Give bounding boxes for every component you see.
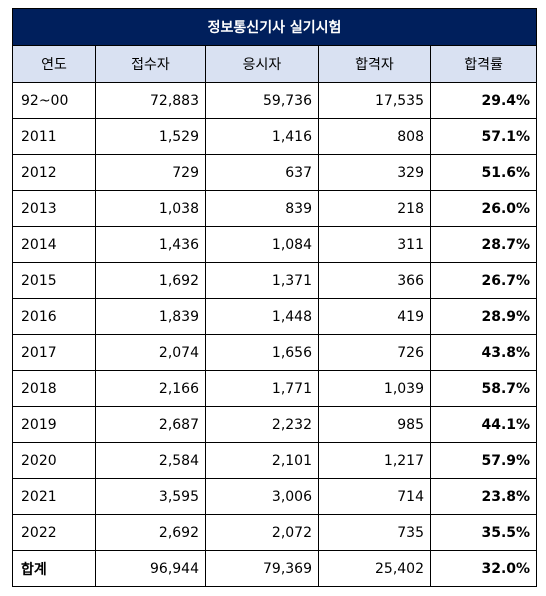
cell-year: 2011 [12, 118, 96, 155]
column-header-passers: 합격자 [318, 45, 431, 83]
table-row: 2017 2,074 1,656 726 43.8% [12, 334, 538, 371]
column-header-pass-rate: 합격률 [429, 45, 538, 83]
cell-pass-rate: 51.6% [429, 154, 538, 191]
cell-pass-rate: 26.7% [429, 262, 538, 299]
total-cell-year: 합계 [12, 550, 96, 587]
cell-examinees: 1,084 [205, 226, 319, 263]
table-row: 2020 2,584 2,101 1,217 57.9% [12, 442, 538, 479]
cell-applicants: 1,038 [95, 190, 206, 227]
cell-applicants: 2,687 [95, 406, 206, 443]
cell-passers: 985 [318, 406, 431, 443]
cell-year: 2019 [12, 406, 96, 443]
table-row: 2018 2,166 1,771 1,039 58.7% [12, 370, 538, 407]
table-row: 2013 1,038 839 218 26.0% [12, 190, 538, 227]
total-cell-examinees: 79,369 [205, 550, 319, 587]
cell-examinees: 1,448 [205, 298, 319, 335]
cell-passers: 808 [318, 118, 431, 155]
cell-passers: 1,039 [318, 370, 431, 407]
cell-passers: 726 [318, 334, 431, 371]
cell-passers: 329 [318, 154, 431, 191]
cell-pass-rate: 43.8% [429, 334, 538, 371]
cell-pass-rate: 35.5% [429, 514, 538, 551]
cell-pass-rate: 28.7% [429, 226, 538, 263]
table-row: 2019 2,687 2,232 985 44.1% [12, 406, 538, 443]
column-header-examinees: 응시자 [205, 45, 319, 83]
cell-year: 2018 [12, 370, 96, 407]
cell-examinees: 2,072 [205, 514, 319, 551]
cell-applicants: 72,883 [95, 82, 206, 119]
column-header-applicants: 접수자 [95, 45, 206, 83]
cell-applicants: 729 [95, 154, 206, 191]
table-body: 92~00 72,883 59,736 17,535 29.4% 2011 1,529 1,4… [12, 82, 538, 587]
cell-year: 2016 [12, 298, 96, 335]
total-cell-pass-rate: 32.0% [429, 550, 538, 587]
cell-applicants: 2,692 [95, 514, 206, 551]
cell-pass-rate: 57.1% [429, 118, 538, 155]
cell-applicants: 3,595 [95, 478, 206, 515]
cell-year: 2020 [12, 442, 96, 479]
exam-stats-table-container: 정보통신기사 실기시험 연도 접수자 응시자 합격자 합격률 92~00 72,8… [11, 8, 538, 587]
cell-examinees: 1,771 [205, 370, 319, 407]
cell-examinees: 637 [205, 154, 319, 191]
header-row: 연도 접수자 응시자 합격자 합격률 [12, 45, 538, 83]
cell-passers: 735 [318, 514, 431, 551]
cell-applicants: 2,166 [95, 370, 206, 407]
cell-applicants: 2,074 [95, 334, 206, 371]
cell-examinees: 839 [205, 190, 319, 227]
cell-passers: 419 [318, 298, 431, 335]
table-row: 2015 1,692 1,371 366 26.7% [12, 262, 538, 299]
cell-year: 2013 [12, 190, 96, 227]
cell-examinees: 59,736 [205, 82, 319, 119]
cell-pass-rate: 29.4% [429, 82, 538, 119]
exam-stats-table: 정보통신기사 실기시험 연도 접수자 응시자 합격자 합격률 92~00 72,8… [11, 8, 538, 587]
total-cell-passers: 25,402 [318, 550, 431, 587]
cell-year: 2014 [12, 226, 96, 263]
column-header-year: 연도 [12, 45, 96, 83]
table-row: 2022 2,692 2,072 735 35.5% [12, 514, 538, 551]
cell-applicants: 1,529 [95, 118, 206, 155]
cell-year: 2022 [12, 514, 96, 551]
cell-year: 2021 [12, 478, 96, 515]
table-row: 2021 3,595 3,006 714 23.8% [12, 478, 538, 515]
total-row: 합계 96,944 79,369 25,402 32.0% [12, 550, 538, 587]
cell-examinees: 1,656 [205, 334, 319, 371]
cell-passers: 311 [318, 226, 431, 263]
cell-applicants: 2,584 [95, 442, 206, 479]
cell-year: 2012 [12, 154, 96, 191]
cell-applicants: 1,436 [95, 226, 206, 263]
table-row: 92~00 72,883 59,736 17,535 29.4% [12, 82, 538, 119]
cell-passers: 714 [318, 478, 431, 515]
cell-pass-rate: 58.7% [429, 370, 538, 407]
cell-applicants: 1,692 [95, 262, 206, 299]
cell-pass-rate: 23.8% [429, 478, 538, 515]
cell-applicants: 1,839 [95, 298, 206, 335]
cell-passers: 366 [318, 262, 431, 299]
cell-pass-rate: 57.9% [429, 442, 538, 479]
total-cell-applicants: 96,944 [95, 550, 206, 587]
cell-examinees: 2,101 [205, 442, 319, 479]
cell-year: 2015 [12, 262, 96, 299]
cell-passers: 218 [318, 190, 431, 227]
cell-examinees: 1,416 [205, 118, 319, 155]
cell-pass-rate: 28.9% [429, 298, 538, 335]
table-title: 정보통신기사 실기시험 [11, 8, 538, 46]
cell-examinees: 1,371 [205, 262, 319, 299]
table-row: 2011 1,529 1,416 808 57.1% [12, 118, 538, 155]
cell-year: 2017 [12, 334, 96, 371]
table-row: 2016 1,839 1,448 419 28.9% [12, 298, 538, 335]
table-row: 2014 1,436 1,084 311 28.7% [12, 226, 538, 263]
cell-examinees: 2,232 [205, 406, 319, 443]
cell-pass-rate: 44.1% [429, 406, 538, 443]
table-row: 2012 729 637 329 51.6% [12, 154, 538, 191]
cell-year: 92~00 [12, 82, 96, 119]
cell-passers: 17,535 [318, 82, 431, 119]
cell-examinees: 3,006 [205, 478, 319, 515]
cell-pass-rate: 26.0% [429, 190, 538, 227]
cell-passers: 1,217 [318, 442, 431, 479]
title-row: 정보통신기사 실기시험 [11, 8, 538, 46]
